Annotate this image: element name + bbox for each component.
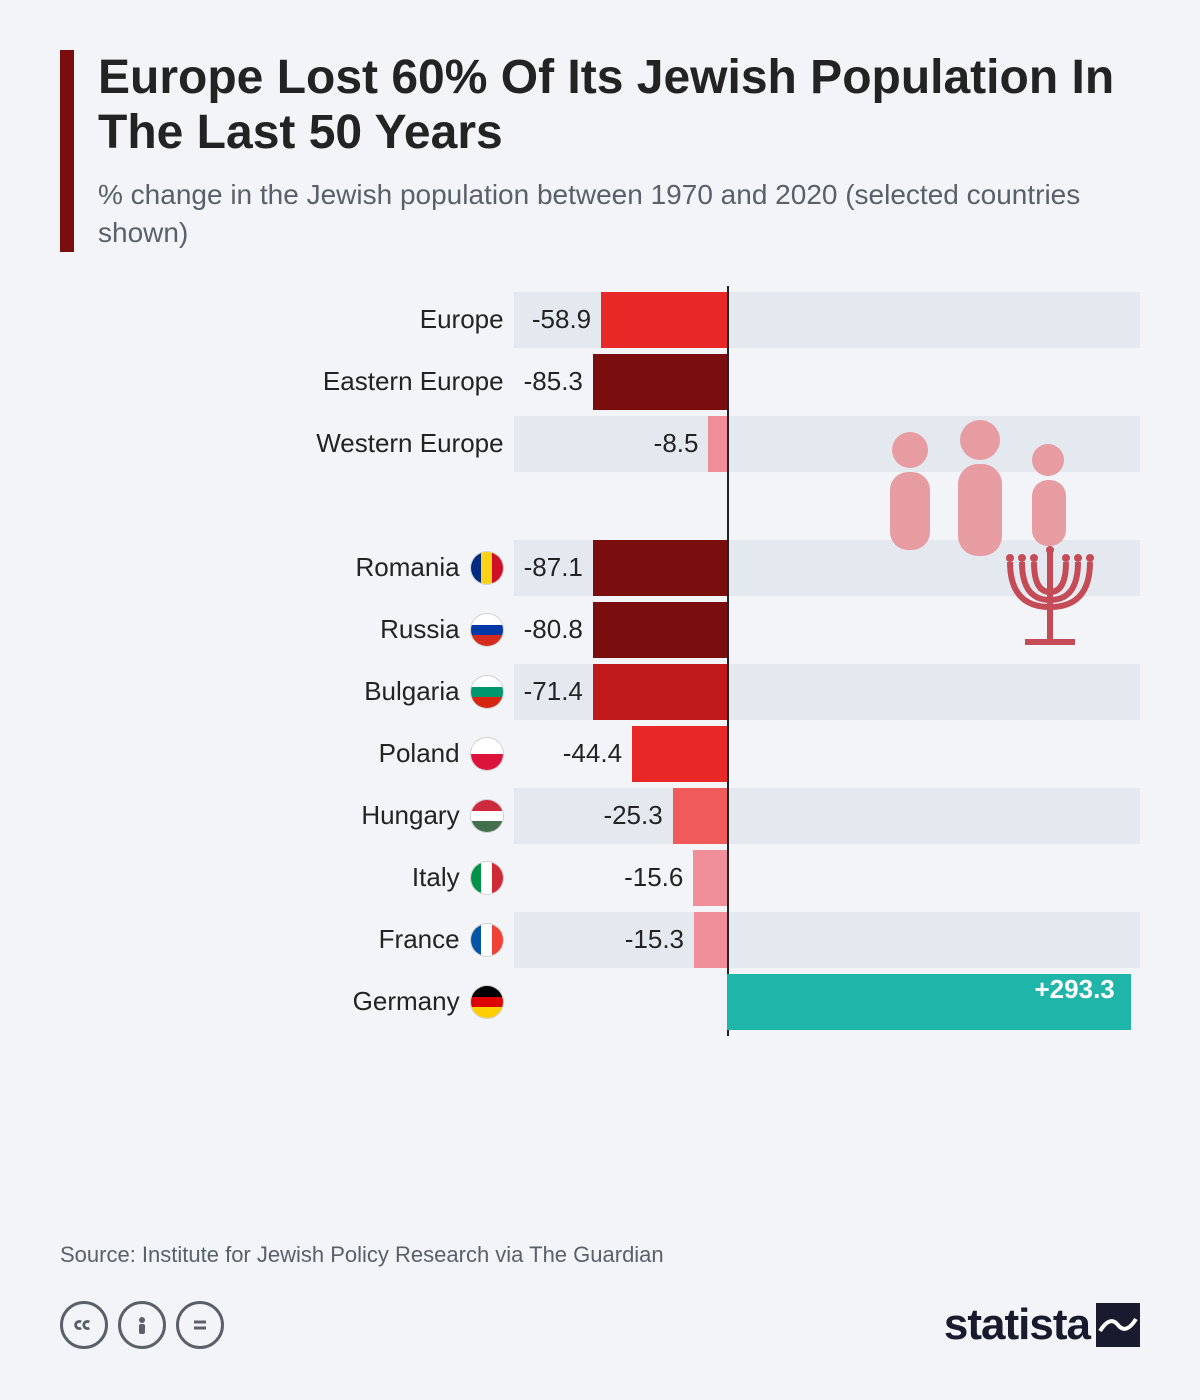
- bar-value: -85.3: [514, 366, 593, 397]
- flag-icon: [470, 985, 504, 1019]
- bar-value: -25.3: [593, 800, 672, 831]
- row-label: Romania: [356, 552, 460, 583]
- bar: [708, 416, 726, 472]
- axis-line: [727, 906, 729, 974]
- axis-line: [727, 534, 729, 602]
- bar-chart: Europe -58.9 Eastern Europe -85.3 West: [60, 292, 1140, 1214]
- spacer-row: [60, 478, 1140, 534]
- chart-row: Bulgaria -71.4: [60, 664, 1140, 720]
- source-text: Source: Institute for Jewish Policy Rese…: [60, 1242, 1140, 1268]
- row-label: Europe: [420, 304, 504, 335]
- axis-line: [727, 844, 729, 912]
- chart-row: Russia -80.8: [60, 602, 1140, 658]
- logo-wave-icon: [1096, 1303, 1140, 1347]
- logo-text: statista: [944, 1300, 1090, 1350]
- flag-icon: [470, 923, 504, 957]
- axis-line: [727, 348, 729, 416]
- bar: [693, 850, 726, 906]
- row-label: Germany: [353, 986, 460, 1017]
- flag-icon: [470, 799, 504, 833]
- axis-line: [727, 596, 729, 664]
- bar: [632, 726, 727, 782]
- bar-value: -87.1: [514, 552, 593, 583]
- chart-row: Germany +293.3: [60, 974, 1140, 1030]
- row-label: Bulgaria: [364, 676, 459, 707]
- axis-line: [727, 286, 729, 354]
- bar-value: -8.5: [644, 428, 709, 459]
- bar-value: +293.3: [1025, 974, 1125, 1005]
- header: Europe Lost 60% Of Its Jewish Population…: [60, 50, 1140, 252]
- statista-logo: statista: [944, 1300, 1140, 1350]
- cc-license-icons: [60, 1301, 224, 1349]
- bar-value: -44.4: [553, 738, 632, 769]
- row-label: Eastern Europe: [323, 366, 504, 397]
- flag-icon: [470, 861, 504, 895]
- axis-line: [727, 658, 729, 726]
- bar-value: -71.4: [514, 676, 593, 707]
- nd-icon: [176, 1301, 224, 1349]
- by-icon: [118, 1301, 166, 1349]
- axis-line: [727, 720, 729, 788]
- row-label: Russia: [380, 614, 459, 645]
- flag-icon: [470, 675, 504, 709]
- cc-icon: [60, 1301, 108, 1349]
- bar-value: -80.8: [514, 614, 593, 645]
- chart-row: Poland -44.4: [60, 726, 1140, 782]
- bar: +293.3: [727, 974, 1131, 1030]
- page-title: Europe Lost 60% Of Its Jewish Population…: [98, 50, 1140, 160]
- row-label: Hungary: [361, 800, 459, 831]
- bar-value: -15.6: [614, 862, 693, 893]
- bar: [593, 602, 727, 658]
- flag-icon: [470, 613, 504, 647]
- bar-value: -15.3: [615, 924, 694, 955]
- chart-row: Romania -87.1: [60, 540, 1140, 596]
- title-block: Europe Lost 60% Of Its Jewish Population…: [98, 50, 1140, 252]
- row-label: France: [379, 924, 460, 955]
- bar: [601, 292, 726, 348]
- row-label: Western Europe: [316, 428, 503, 459]
- page-subtitle: % change in the Jewish population betwee…: [98, 176, 1140, 252]
- chart-row: Europe -58.9: [60, 292, 1140, 348]
- row-label: Poland: [379, 738, 460, 769]
- bar-value: -58.9: [522, 304, 601, 335]
- flag-icon: [470, 737, 504, 771]
- bar: [593, 354, 727, 410]
- bar: [593, 540, 727, 596]
- infographic-container: Europe Lost 60% Of Its Jewish Population…: [60, 50, 1140, 1350]
- chart-row: Italy -15.6: [60, 850, 1140, 906]
- accent-bar: [60, 50, 74, 252]
- chart-row: Hungary -25.3: [60, 788, 1140, 844]
- bar: [694, 912, 727, 968]
- bar: [593, 664, 727, 720]
- bar: [673, 788, 727, 844]
- row-label: Italy: [412, 862, 460, 893]
- axis-line: [727, 782, 729, 850]
- footer: statista: [60, 1300, 1140, 1350]
- flag-icon: [470, 551, 504, 585]
- chart-row: Eastern Europe -85.3: [60, 354, 1140, 410]
- axis-line: [727, 410, 729, 478]
- chart-row: Western Europe -8.5: [60, 416, 1140, 472]
- chart-row: France -15.3: [60, 912, 1140, 968]
